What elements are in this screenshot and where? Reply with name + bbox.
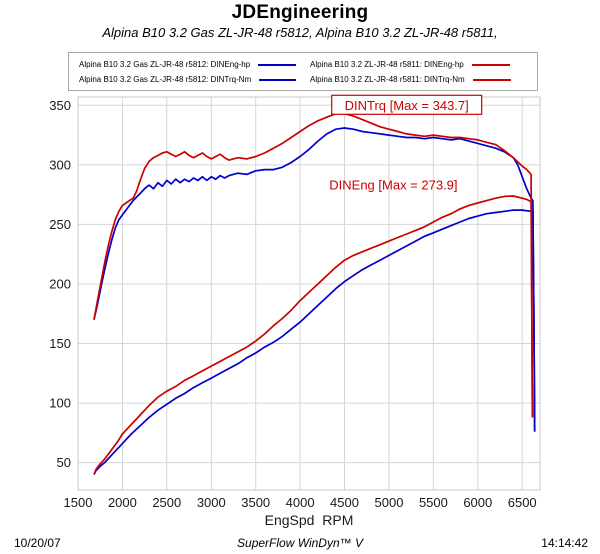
legend-item-label: Alpina B10 3.2 ZL-JR-48 r5811: DINTrq-Nm xyxy=(310,75,465,84)
legend-box: Alpina B10 3.2 Gas ZL-JR-48 r5812: DINEn… xyxy=(68,52,538,91)
x-tick-label: 5500 xyxy=(419,495,448,510)
annotation-text: DINTrq [Max = 343.7] xyxy=(345,98,469,113)
legend-item: Alpina B10 3.2 ZL-JR-48 r5811: DINEng-hp xyxy=(310,60,527,69)
legend-item-label: Alpina B10 3.2 Gas ZL-JR-48 r5812: DINEn… xyxy=(79,60,251,69)
x-tick-label: 3500 xyxy=(241,495,270,510)
x-tick-label: 5000 xyxy=(375,495,404,510)
footer: 10/20/07 SuperFlow WinDyn™ V 14:14:42 xyxy=(0,534,600,552)
legend-line-swatch xyxy=(471,63,510,66)
x-tick-label: 3000 xyxy=(197,495,226,510)
x-tick-label: 4000 xyxy=(286,495,315,510)
x-tick-label: 2500 xyxy=(152,495,181,510)
footer-date: 10/20/07 xyxy=(14,536,61,550)
footer-software: SuperFlow WinDyn™ V xyxy=(237,536,363,550)
legend-line-swatch xyxy=(258,63,296,66)
series-r5812-dintrq-nm xyxy=(93,127,536,432)
annotation-text: DINEng [Max = 273.9] xyxy=(329,178,457,193)
y-tick-label: 350 xyxy=(49,98,71,113)
footer-time: 14:14:42 xyxy=(541,536,588,550)
x-tick-label: 4500 xyxy=(330,495,359,510)
x-axis-label: EngSpd RPM xyxy=(265,512,354,528)
chart-subtitle: Alpina B10 3.2 Gas ZL-JR-48 r5812, Alpin… xyxy=(102,25,498,40)
y-tick-label: 300 xyxy=(49,157,71,172)
y-tick-label: 50 xyxy=(57,455,71,470)
x-tick-label: 2000 xyxy=(108,495,137,510)
x-tick-label: 6500 xyxy=(508,495,537,510)
legend-line-swatch xyxy=(259,78,296,81)
series-r5811-dineng-hp xyxy=(93,195,534,475)
legend-item-label: Alpina B10 3.2 ZL-JR-48 r5811: DINEng-hp xyxy=(310,60,464,69)
legend-item: Alpina B10 3.2 ZL-JR-48 r5811: DINTrq-Nm xyxy=(310,75,527,84)
page-title: JDEngineering xyxy=(231,2,369,23)
series-r5812-dineng-hp xyxy=(93,209,536,475)
annotation-box xyxy=(331,94,483,115)
plot-border xyxy=(77,96,541,491)
y-tick-label: 200 xyxy=(49,277,71,292)
x-tick-label: 6000 xyxy=(463,495,492,510)
y-tick-label: 150 xyxy=(49,336,71,351)
legend-line-swatch xyxy=(472,78,511,81)
legend-item: Alpina B10 3.2 Gas ZL-JR-48 r5812: DINEn… xyxy=(79,60,296,69)
series-r5811-dintrq-nm xyxy=(93,111,534,418)
dyno-chart: 50 100 150 200 250 300 350 1500 2000 2500 3000 3500… xyxy=(49,94,541,528)
y-tick-label: 250 xyxy=(49,217,71,232)
legend-item-label: Alpina B10 3.2 Gas ZL-JR-48 r5812: DINTr… xyxy=(79,75,252,84)
legend-item: Alpina B10 3.2 Gas ZL-JR-48 r5812: DINTr… xyxy=(79,75,296,84)
y-tick-label: 100 xyxy=(49,396,71,411)
x-tick-label: 1500 xyxy=(64,495,93,510)
